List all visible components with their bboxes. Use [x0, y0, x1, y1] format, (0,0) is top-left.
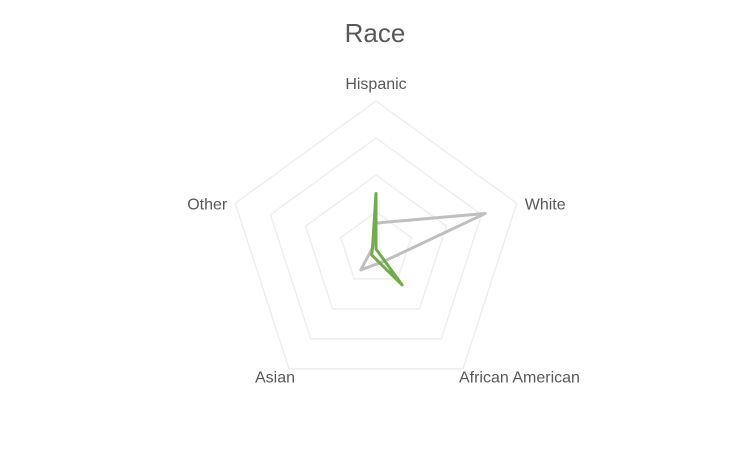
category-label-white: White [525, 196, 566, 213]
category-label-asian: Asian [255, 370, 295, 387]
label-layer: Hispanic White African American Asian Other [187, 76, 580, 387]
grid-ring-4 [234, 100, 518, 370]
series-layer [359, 192, 487, 287]
category-label-african-american: African American [459, 370, 580, 387]
category-label-hispanic: Hispanic [345, 76, 406, 93]
grid-ring-3 [269, 137, 483, 340]
chart-title: Race [344, 18, 406, 48]
grid-ring-1 [339, 211, 413, 280]
category-label-other: Other [187, 196, 228, 213]
series-line-2 [370, 192, 404, 287]
